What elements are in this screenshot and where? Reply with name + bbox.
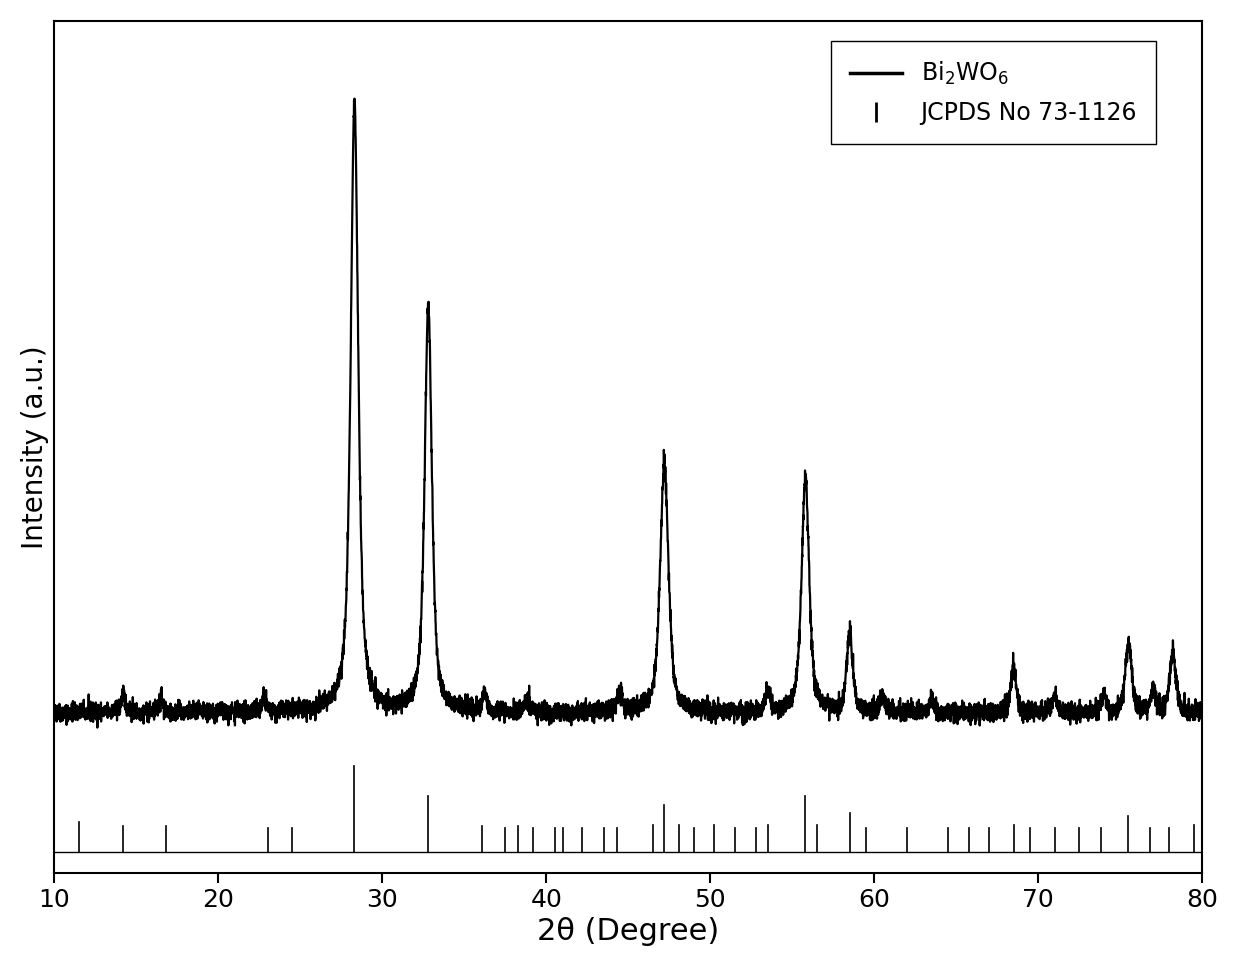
X-axis label: 2θ (Degree): 2θ (Degree): [538, 917, 720, 946]
Y-axis label: Intensity (a.u.): Intensity (a.u.): [21, 345, 48, 548]
Legend: Bi$_2$WO$_6$, JCPDS No 73-1126: Bi$_2$WO$_6$, JCPDS No 73-1126: [831, 42, 1156, 144]
